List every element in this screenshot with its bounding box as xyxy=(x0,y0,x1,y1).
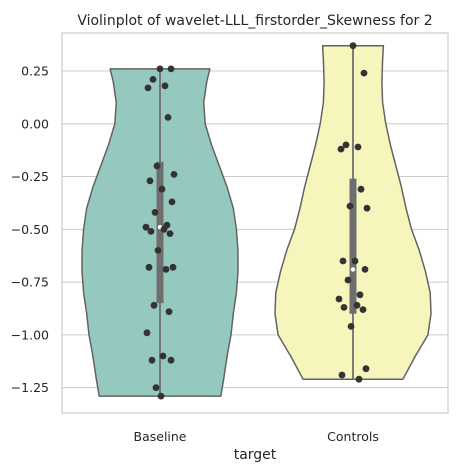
x-tick-label-baseline: Baseline xyxy=(134,429,187,444)
data-point-baseline xyxy=(170,171,178,178)
y-tick-label: −0.50 xyxy=(11,222,49,237)
data-point-baseline xyxy=(158,185,166,193)
plot-frame xyxy=(61,32,449,414)
data-point-controls xyxy=(363,204,371,212)
data-point-controls xyxy=(338,371,346,379)
data-point-baseline xyxy=(166,230,174,238)
data-point-baseline xyxy=(142,223,150,231)
data-point-baseline xyxy=(157,392,165,400)
data-point-baseline xyxy=(148,356,156,364)
data-point-controls xyxy=(346,202,354,210)
data-point-baseline xyxy=(161,82,169,90)
x-tick-labels: Baseline Controls xyxy=(134,429,379,444)
data-point-baseline xyxy=(167,65,175,73)
y-tick-label: −0.25 xyxy=(11,169,49,184)
data-point-controls xyxy=(356,291,364,299)
data-point-baseline xyxy=(151,209,159,216)
x-axis-title: target xyxy=(234,447,277,463)
data-point-controls xyxy=(335,295,343,303)
data-point-controls xyxy=(360,69,368,77)
y-tick-label: −1.25 xyxy=(11,380,49,395)
data-point-controls xyxy=(359,306,367,313)
chart-title: Violinplot of wavelet-LLL_firstorder_Ske… xyxy=(77,13,432,29)
data-point-baseline xyxy=(150,301,158,309)
data-point-baseline xyxy=(160,225,168,233)
x-tick-label-controls: Controls xyxy=(327,429,379,444)
data-point-baseline xyxy=(164,114,172,121)
data-point-baseline xyxy=(146,177,154,185)
data-point-baseline xyxy=(153,162,161,170)
data-point-baseline xyxy=(167,356,175,364)
strip-points xyxy=(142,42,371,400)
y-tick-label: 0.00 xyxy=(21,116,49,131)
data-point-baseline xyxy=(145,263,153,271)
data-point-baseline xyxy=(162,266,170,273)
data-point-baseline xyxy=(168,198,176,206)
data-point-baseline xyxy=(149,76,157,83)
data-point-controls xyxy=(347,323,355,330)
data-point-baseline xyxy=(144,84,152,92)
y-tick-label: −0.75 xyxy=(11,275,49,290)
iqr-box-baseline xyxy=(156,161,164,304)
data-point-controls xyxy=(362,365,370,373)
y-tick-labels: 0.25 0.00 −0.25 −0.50 −0.75 −1.00 −1.25 xyxy=(11,64,49,396)
data-point-controls xyxy=(342,141,350,149)
data-point-controls xyxy=(354,143,362,151)
data-point-baseline xyxy=(169,263,177,271)
data-point-baseline xyxy=(152,384,160,392)
data-point-baseline xyxy=(143,329,151,337)
data-point-controls xyxy=(349,42,357,50)
median-marker-controls xyxy=(350,267,356,272)
data-point-controls xyxy=(353,301,361,309)
data-point-controls xyxy=(355,375,363,383)
data-point-controls xyxy=(339,257,347,265)
data-point-controls xyxy=(337,145,345,153)
data-point-baseline xyxy=(159,352,167,360)
data-point-controls xyxy=(344,276,352,284)
y-tick-label: 0.25 xyxy=(21,64,49,79)
data-point-controls xyxy=(361,266,369,273)
data-point-baseline xyxy=(156,65,164,73)
data-point-baseline xyxy=(147,228,155,235)
data-point-controls xyxy=(340,304,348,311)
iqr-box-controls xyxy=(349,178,357,314)
data-point-controls xyxy=(351,257,359,265)
y-tick-label: −1.00 xyxy=(11,327,49,342)
data-point-baseline xyxy=(165,308,173,316)
data-point-controls xyxy=(357,185,365,193)
data-point-baseline xyxy=(154,247,162,254)
